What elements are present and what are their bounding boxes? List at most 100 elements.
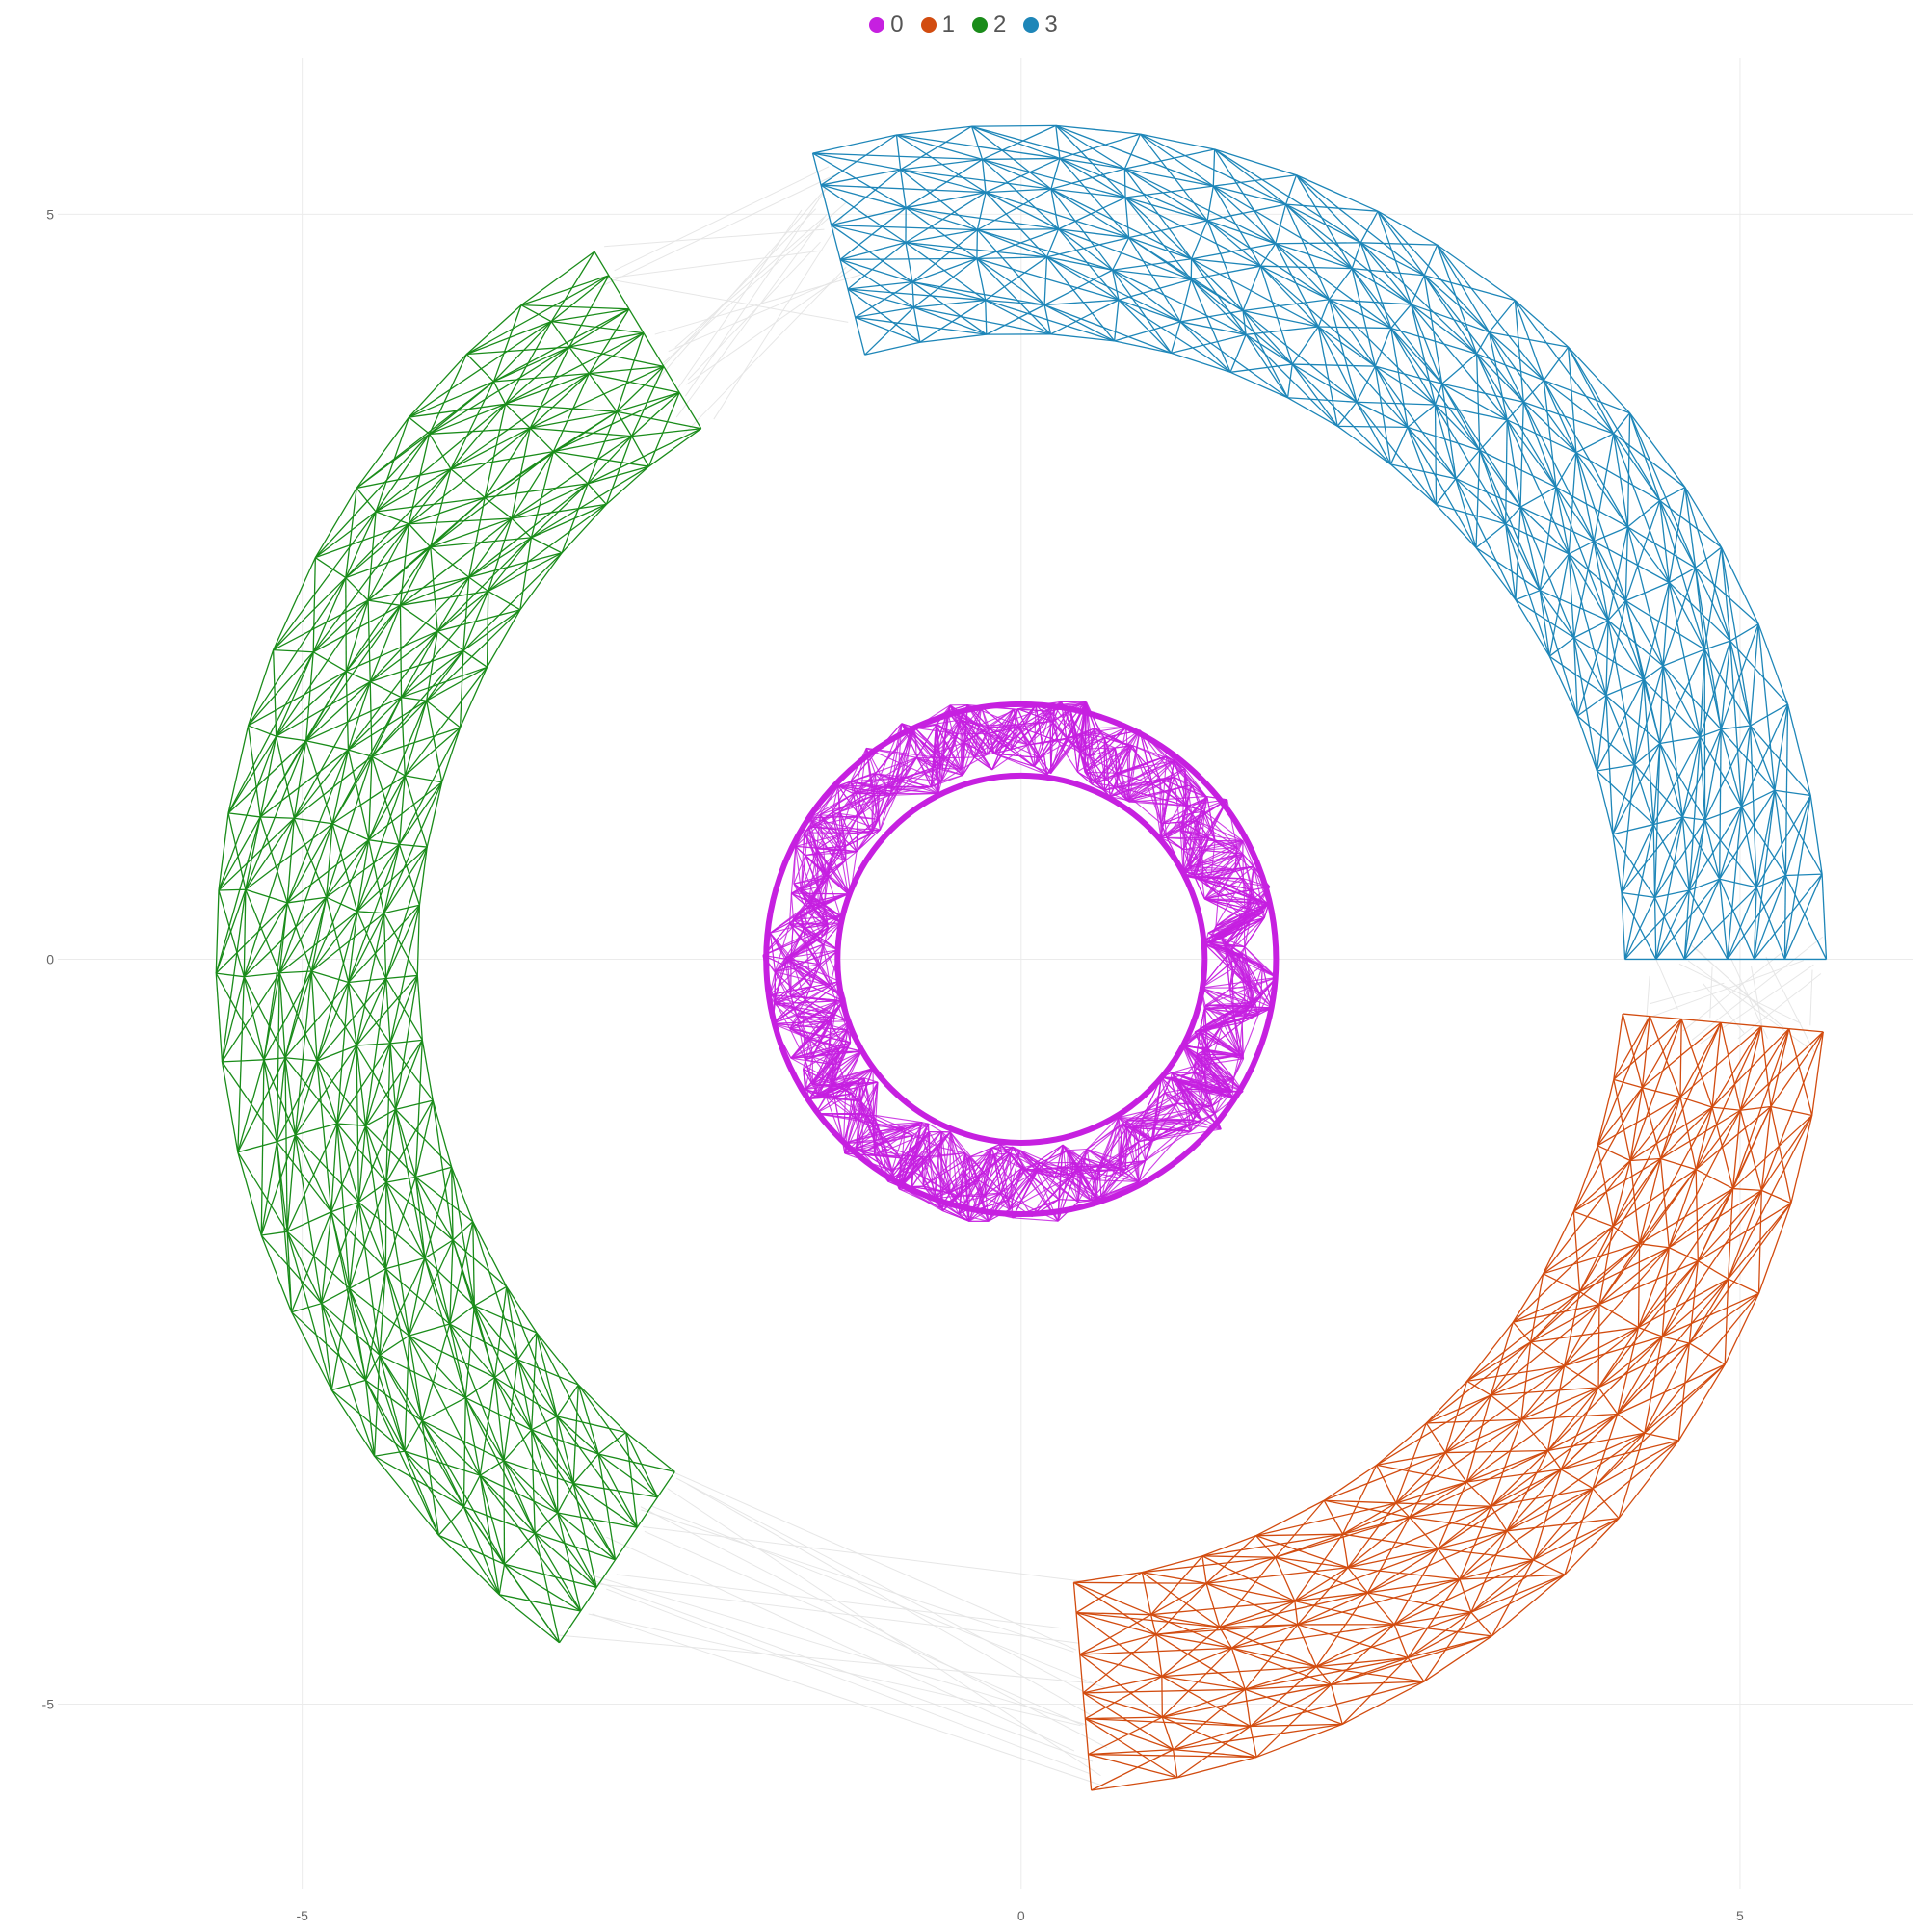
mesh-edge xyxy=(450,1324,504,1461)
mesh-edge xyxy=(1531,1244,1640,1342)
mesh-edge xyxy=(409,1336,494,1377)
connector-edge xyxy=(641,1507,1107,1748)
mesh-edge xyxy=(1618,1415,1645,1434)
mesh-edge xyxy=(463,1398,465,1507)
mesh-edge xyxy=(346,605,400,671)
mesh-edge xyxy=(306,741,349,750)
mesh-edge xyxy=(1580,1292,1599,1305)
mesh-edge xyxy=(400,605,437,631)
mesh-edge xyxy=(1614,1079,1643,1087)
mesh-edge xyxy=(1531,1342,1565,1366)
mesh-edge xyxy=(1506,524,1541,591)
mesh-edge xyxy=(405,1421,422,1452)
mesh-edge xyxy=(1088,1755,1176,1778)
mesh-edge xyxy=(417,975,422,1040)
mesh-edge xyxy=(400,518,512,605)
legend-swatch xyxy=(921,17,937,33)
mesh-edge xyxy=(594,251,609,276)
mesh-edge xyxy=(1318,327,1408,427)
mesh-edge xyxy=(1059,1200,1091,1201)
mesh-edge xyxy=(1491,1575,1564,1636)
mesh-edge xyxy=(1191,279,1230,372)
mesh-edge xyxy=(366,1125,386,1182)
mesh-edge xyxy=(228,813,260,817)
mesh-edge xyxy=(1142,1556,1202,1573)
mesh-edge xyxy=(1771,1032,1823,1107)
mesh-edge xyxy=(216,973,264,1060)
mesh-edge xyxy=(1577,621,1608,716)
mesh-edge xyxy=(1394,1579,1460,1625)
mesh-edge xyxy=(357,840,369,912)
mesh-edge xyxy=(499,1564,504,1595)
mesh-edge xyxy=(505,1564,581,1611)
mesh-edge xyxy=(369,840,400,845)
legend-label: 1 xyxy=(942,12,955,39)
mesh-edge xyxy=(840,259,912,281)
legend-swatch xyxy=(869,17,884,33)
mesh-edge xyxy=(1548,1365,1565,1450)
legend-item-2: 2 xyxy=(972,12,1006,39)
mesh-edge xyxy=(463,553,562,650)
connector-edge xyxy=(1688,961,1807,1046)
legend-item-0: 0 xyxy=(869,12,903,39)
mesh-edge xyxy=(1288,398,1358,402)
mesh-edge xyxy=(277,682,371,737)
mesh-edge xyxy=(431,469,451,547)
mesh-edge xyxy=(1088,1755,1091,1790)
mesh-edge xyxy=(409,417,429,434)
mesh-edge xyxy=(405,667,487,776)
mesh-edge xyxy=(589,309,629,374)
mesh-edge xyxy=(1577,696,1606,716)
mesh-edge xyxy=(1650,1017,1681,1019)
mesh-edge xyxy=(520,553,562,610)
mesh-edge xyxy=(1661,1022,1722,1158)
mesh-edge xyxy=(1073,1582,1155,1634)
mesh-edge xyxy=(216,973,244,977)
mesh-edge xyxy=(1477,354,1480,450)
mesh-edge xyxy=(313,652,346,672)
mesh-edge xyxy=(1661,1159,1697,1170)
mesh-edge xyxy=(1174,1750,1177,1778)
mesh-edge xyxy=(1080,1654,1083,1693)
mesh-edge xyxy=(1634,743,1659,764)
mesh-edge xyxy=(474,1286,506,1306)
mesh-edge xyxy=(1640,1244,1670,1248)
mesh-edge xyxy=(581,1587,597,1610)
mesh-edge xyxy=(493,305,521,382)
mesh-edge xyxy=(1342,1681,1424,1724)
mesh-edge xyxy=(1506,420,1508,524)
mesh-edge xyxy=(1256,1500,1324,1535)
mesh-edge xyxy=(1206,1536,1256,1584)
mesh-edge xyxy=(405,1451,438,1535)
mesh-edge xyxy=(596,1560,615,1588)
mesh-edge xyxy=(1040,1162,1073,1163)
connector-edge xyxy=(1810,970,1812,1026)
mesh-edge xyxy=(409,1324,449,1336)
mesh-edge xyxy=(287,824,332,903)
mesh-edge xyxy=(1337,426,1408,427)
mesh-edge xyxy=(346,578,347,672)
mesh-edge xyxy=(551,322,644,333)
mesh-edge xyxy=(1174,1726,1251,1749)
mesh-edge xyxy=(1729,1279,1759,1293)
mesh-edge xyxy=(386,905,420,978)
mesh-edge xyxy=(315,488,356,557)
y-tick-label: 0 xyxy=(46,951,54,966)
mesh-edge xyxy=(1292,364,1390,464)
cluster-3 xyxy=(813,125,1827,959)
x-tick-label: -5 xyxy=(296,1908,308,1923)
mesh-edge xyxy=(589,374,679,393)
mesh-edge xyxy=(553,392,679,451)
mesh-edge xyxy=(450,1324,466,1398)
mesh-edge xyxy=(1113,270,1172,353)
mesh-edge xyxy=(274,578,346,650)
mesh-edge xyxy=(1329,269,1352,300)
mesh-edge xyxy=(422,1398,465,1421)
mesh-edge xyxy=(346,524,409,578)
mesh-edge xyxy=(274,558,316,650)
mesh-edge xyxy=(1540,591,1549,656)
mesh-edge xyxy=(346,672,370,682)
mesh-edge xyxy=(1561,1388,1598,1469)
mesh-edge xyxy=(1276,1518,1410,1558)
